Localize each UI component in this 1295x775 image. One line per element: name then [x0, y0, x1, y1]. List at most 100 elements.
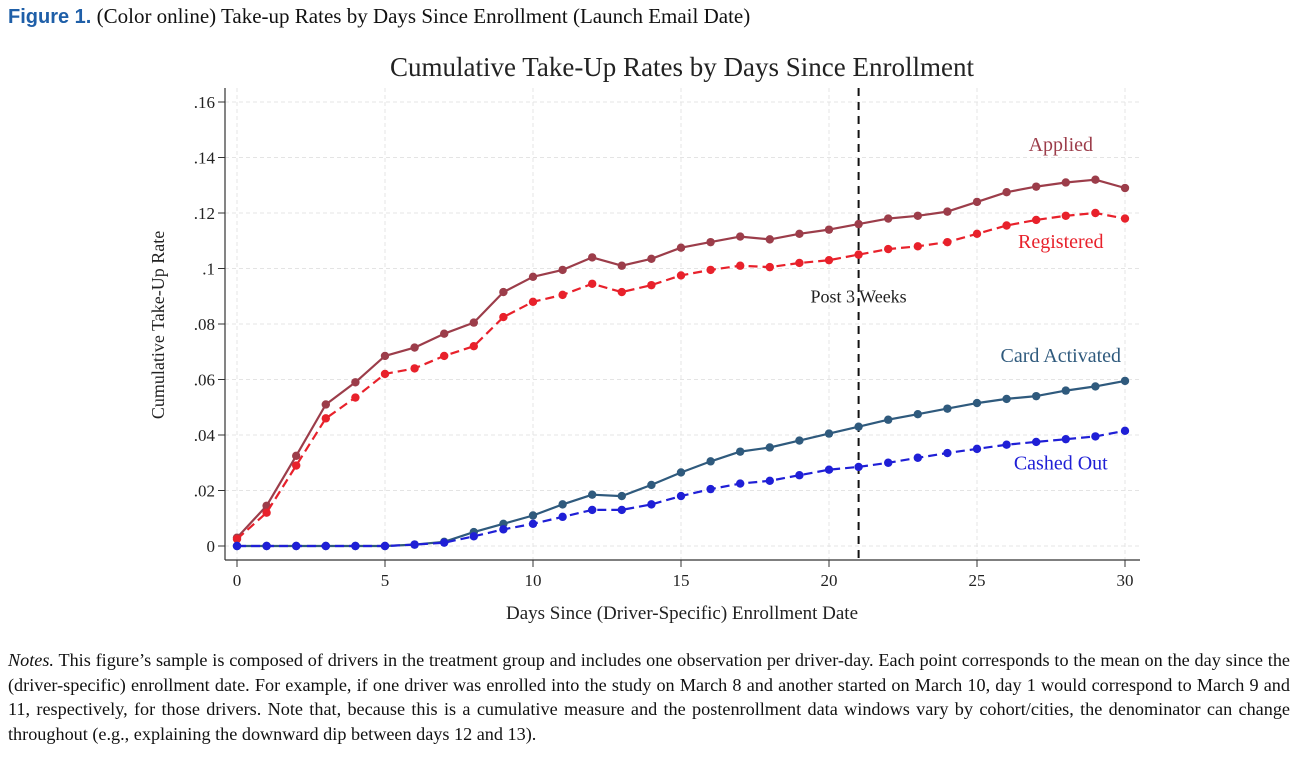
data-point-registered: [1091, 208, 1100, 218]
data-point-applied: [854, 219, 863, 229]
data-point-cashed-out: [824, 465, 834, 474]
data-point-applied: [499, 287, 508, 297]
data-point-registered: [588, 279, 597, 288]
data-point-registered: [321, 414, 330, 423]
data-point-cashed-out: [854, 462, 863, 472]
data-point-cashed-out: [913, 453, 922, 462]
data-point-registered: [676, 271, 686, 280]
data-point-card-activated: [1032, 391, 1041, 401]
axes: 0 .02 .04 .06 .08 .1 .12 .14 .16 0 5 10 15 20 25 30: [194, 88, 1140, 590]
reference-line: Post 3 Weeks: [810, 88, 907, 560]
data-point-cashed-out: [617, 505, 626, 515]
data-point-card-activated: [765, 443, 774, 452]
data-point-applied: [1120, 183, 1130, 193]
data-point-applied: [558, 265, 567, 275]
x-tick-label: 0: [233, 571, 242, 590]
data-point-applied: [1061, 178, 1071, 187]
data-point-registered: [469, 342, 478, 351]
series-registered: [232, 208, 1130, 544]
data-point-applied: [943, 207, 952, 216]
y-axis-label: Cumulative Take-Up Rate: [148, 231, 168, 419]
data-point-card-activated: [913, 409, 922, 419]
data-point-cashed-out: [528, 519, 538, 528]
data-point-card-activated: [972, 398, 982, 408]
data-point-applied: [321, 400, 330, 409]
data-point-registered: [884, 244, 893, 254]
data-point-cashed-out: [1002, 440, 1011, 449]
data-point-cashed-out: [1061, 434, 1071, 444]
data-point-applied: [765, 235, 774, 244]
y-tick-label: .16: [194, 93, 215, 112]
y-tick-label: .02: [194, 482, 215, 501]
data-point-card-activated: [824, 429, 834, 438]
data-point-cashed-out: [410, 540, 419, 549]
data-point-applied: [617, 261, 626, 270]
data-point-applied: [440, 329, 449, 338]
data-point-registered: [854, 250, 863, 259]
data-point-registered: [736, 261, 745, 270]
series-labels: Applied Registered Card Activated Cashed Ou…: [1001, 134, 1122, 475]
data-point-card-activated: [647, 480, 656, 490]
data-point-registered: [913, 242, 922, 251]
notes-text: This figure’s sample is composed of driv…: [8, 650, 1290, 744]
data-point-applied: [706, 237, 715, 247]
series-cashed-out: [232, 426, 1130, 551]
data-point-applied: [824, 225, 834, 234]
data-point-registered: [706, 265, 715, 275]
data-point-applied: [884, 214, 893, 223]
data-point-card-activated: [884, 415, 893, 424]
data-point-registered: [972, 229, 982, 239]
data-point-applied: [469, 318, 478, 327]
data-point-card-activated: [1061, 386, 1071, 395]
data-point-cashed-out: [884, 458, 893, 467]
y-tick-label: .12: [194, 204, 215, 223]
data-point-applied: [380, 351, 390, 361]
series-label-applied: Applied: [1029, 134, 1093, 156]
data-point-cashed-out: [1091, 432, 1100, 441]
series-label-registered: Registered: [1018, 231, 1104, 253]
data-point-registered: [824, 255, 834, 265]
data-point-card-activated: [736, 447, 745, 456]
data-point-applied: [1091, 175, 1100, 184]
data-point-card-activated: [558, 500, 567, 509]
data-point-registered: [232, 534, 242, 544]
data-point-cashed-out: [676, 491, 686, 501]
data-point-cashed-out: [292, 541, 301, 551]
data-point-registered: [351, 393, 360, 402]
x-tick-label: 30: [1117, 571, 1134, 590]
data-point-registered: [647, 280, 656, 290]
data-point-card-activated: [795, 436, 804, 445]
data-point-cashed-out: [440, 538, 449, 547]
data-point-applied: [795, 229, 804, 239]
data-point-card-activated: [1091, 382, 1100, 391]
figure-caption-text: (Color online) Take-up Rates by Days Sin…: [96, 4, 751, 28]
data-point-cashed-out: [647, 500, 656, 509]
data-point-applied: [351, 378, 360, 387]
x-tick-label: 5: [381, 571, 390, 590]
data-point-cashed-out: [795, 471, 804, 480]
y-tick-label: 0: [207, 537, 216, 556]
data-point-cashed-out: [262, 541, 271, 551]
data-point-applied: [972, 197, 982, 207]
x-tick-label: 20: [821, 571, 838, 590]
data-point-cashed-out: [321, 541, 330, 551]
data-point-cashed-out: [972, 444, 982, 454]
data-point-applied: [1002, 187, 1011, 197]
series-applied: [232, 175, 1130, 542]
data-point-cashed-out: [1032, 437, 1041, 447]
data-point-card-activated: [943, 404, 952, 413]
data-point-cashed-out: [499, 525, 508, 534]
data-point-registered: [499, 312, 508, 322]
data-point-cashed-out: [380, 541, 390, 551]
data-point-registered: [617, 287, 626, 297]
data-point-cashed-out: [736, 479, 745, 488]
notes-label: Notes.: [8, 650, 54, 670]
chart-title: Cumulative Take-Up Rates by Days Since E…: [390, 52, 974, 82]
data-point-registered: [1120, 214, 1130, 223]
y-tick-label: .08: [194, 315, 215, 334]
data-point-cashed-out: [351, 541, 360, 551]
data-point-card-activated: [1120, 376, 1130, 386]
post-3-weeks-label: Post 3 Weeks: [810, 286, 906, 306]
data-point-applied: [292, 451, 301, 461]
y-tick-label: .14: [194, 149, 216, 168]
